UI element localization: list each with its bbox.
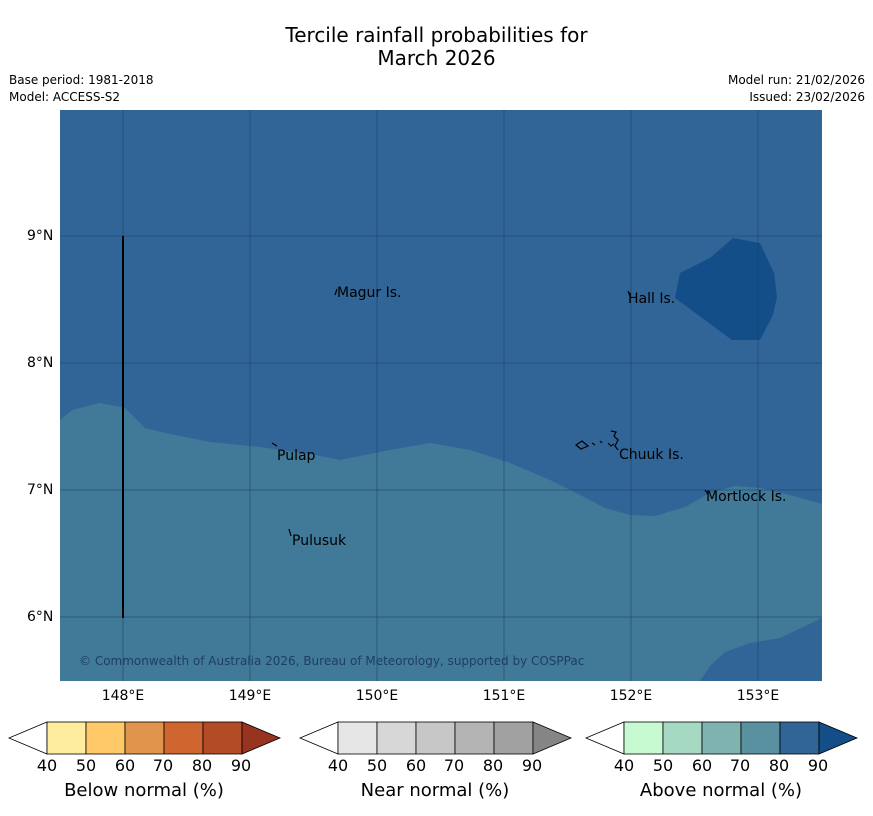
below-normal-label: Below normal (%) bbox=[64, 780, 224, 801]
below-tick-40: 40 bbox=[36, 756, 58, 775]
chuuk-islands-shape bbox=[574, 430, 619, 451]
pulusuk-island-shape bbox=[288, 528, 292, 537]
near-segment-5 bbox=[493, 721, 534, 755]
probability-map[interactable]: Magur Is. Hall Is. Pulap Chuuk Is. Mortl… bbox=[60, 110, 822, 681]
place-chuuk: Chuuk Is. bbox=[619, 447, 684, 463]
near-segment-3 bbox=[415, 721, 456, 755]
lon-label-152e: 152°E bbox=[609, 688, 653, 704]
near-tick-50: 50 bbox=[366, 756, 388, 775]
above-over-arrow bbox=[818, 721, 859, 755]
colorbar-legends bbox=[7, 721, 859, 755]
lat-label-6n: 6°N bbox=[27, 609, 54, 625]
above-normal-label: Above normal (%) bbox=[639, 780, 803, 801]
lat-label-8n: 8°N bbox=[27, 355, 54, 371]
below-tick-80: 80 bbox=[191, 756, 213, 775]
near-tick-90: 90 bbox=[521, 756, 543, 775]
above-segment-2 bbox=[662, 721, 703, 755]
grid-lines bbox=[60, 110, 822, 681]
below-segment-2 bbox=[85, 721, 126, 755]
map-title-line2: March 2026 bbox=[377, 46, 496, 70]
magur-island-shape bbox=[334, 288, 338, 296]
near-tick-80: 80 bbox=[482, 756, 504, 775]
below-over-arrow bbox=[241, 721, 282, 755]
map-title-line1: Tercile rainfall probabilities for bbox=[285, 23, 588, 47]
above-under-arrow bbox=[584, 721, 625, 755]
pulap-island-shape bbox=[271, 442, 278, 447]
above-segment-1 bbox=[623, 721, 664, 755]
colorbar-near bbox=[298, 721, 573, 755]
above-80-90-region bbox=[675, 238, 777, 340]
place-pulusuk: Pulusuk bbox=[292, 533, 347, 549]
colorbar-below bbox=[7, 721, 282, 755]
above-tick-80: 80 bbox=[768, 756, 790, 775]
near-over-arrow bbox=[532, 721, 573, 755]
above-tick-50: 50 bbox=[652, 756, 674, 775]
below-under-arrow bbox=[7, 721, 48, 755]
near-normal-label: Near normal (%) bbox=[360, 780, 510, 801]
near-tick-70: 70 bbox=[443, 756, 465, 775]
lat-label-7n: 7°N bbox=[27, 482, 54, 498]
hall-island-shape bbox=[627, 290, 631, 297]
above-60-70-region bbox=[60, 403, 822, 681]
below-tick-90: 90 bbox=[230, 756, 252, 775]
near-tick-60: 60 bbox=[405, 756, 427, 775]
lon-label-150e: 150°E bbox=[355, 688, 399, 704]
above-segment-5 bbox=[779, 721, 820, 755]
near-segment-4 bbox=[454, 721, 495, 755]
map-panel[interactable]: Magur Is. Hall Is. Pulap Chuuk Is. Mortl… bbox=[60, 110, 822, 681]
below-tick-60: 60 bbox=[114, 756, 136, 775]
near-segment-2 bbox=[376, 721, 417, 755]
place-mortlock: Mortlock Is. bbox=[706, 489, 786, 505]
above-segment-3 bbox=[701, 721, 742, 755]
place-magur: Magur Is. bbox=[337, 285, 402, 301]
mortlock-island-shape bbox=[704, 489, 709, 495]
lat-label-9n: 9°N bbox=[27, 228, 54, 244]
below-tick-50: 50 bbox=[75, 756, 97, 775]
below-segment-5 bbox=[202, 721, 243, 755]
lon-label-153e: 153°E bbox=[736, 688, 780, 704]
above-tick-90: 90 bbox=[807, 756, 829, 775]
place-hall: Hall Is. bbox=[628, 291, 675, 307]
lon-label-149e: 149°E bbox=[228, 688, 272, 704]
lon-label-148e: 148°E bbox=[101, 688, 145, 704]
model-name: Model: ACCESS-S2 bbox=[9, 90, 121, 104]
above-tick-70: 70 bbox=[729, 756, 751, 775]
copyright-notice: © Commonwealth of Australia 2026, Bureau… bbox=[79, 654, 584, 668]
below-segment-1 bbox=[46, 721, 87, 755]
near-tick-40: 40 bbox=[327, 756, 349, 775]
below-segment-3 bbox=[124, 721, 165, 755]
model-run: Model run: 21/02/2026 bbox=[727, 73, 865, 87]
place-pulap: Pulap bbox=[277, 448, 316, 464]
base-period: Base period: 1981-2018 bbox=[9, 73, 154, 87]
above-segment-4 bbox=[740, 721, 781, 755]
below-segment-4 bbox=[163, 721, 204, 755]
near-segment-1 bbox=[337, 721, 378, 755]
issued-date: Issued: 23/02/2026 bbox=[749, 90, 865, 104]
below-tick-70: 70 bbox=[152, 756, 174, 775]
above-tick-40: 40 bbox=[613, 756, 635, 775]
near-under-arrow bbox=[298, 721, 339, 755]
above-tick-60: 60 bbox=[691, 756, 713, 775]
colorbar-above bbox=[584, 721, 859, 755]
lon-label-151e: 151°E bbox=[482, 688, 526, 704]
